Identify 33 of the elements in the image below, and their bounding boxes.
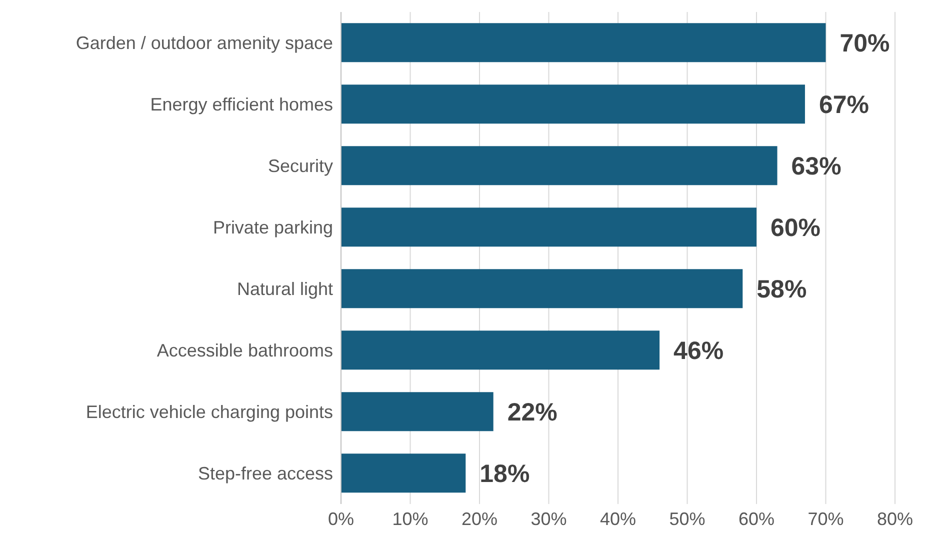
y-tick-label: Electric vehicle charging points (86, 402, 333, 422)
x-tick-label: 80% (876, 508, 914, 529)
x-tick-label: 30% (530, 508, 567, 529)
y-tick-label: Accessible bathrooms (156, 340, 333, 361)
bar (341, 392, 494, 432)
y-tick-label: Private parking (212, 218, 333, 238)
bar (341, 84, 805, 124)
x-tick-label: 20% (461, 508, 498, 529)
x-tick-label: 70% (808, 508, 844, 529)
data-label: 58% (756, 275, 807, 304)
bar (341, 208, 756, 247)
bar (341, 454, 466, 493)
y-tick-label: Garden / outdoor amenity space (76, 33, 333, 54)
data-label: 18% (480, 460, 530, 488)
x-tick-label: 50% (669, 508, 706, 529)
data-label: 22% (507, 398, 558, 426)
x-tick-label: 10% (392, 508, 428, 529)
bar (341, 146, 778, 186)
y-tick-label: Step-free access (198, 464, 333, 484)
y-tick-label: Energy efficient homes (150, 94, 333, 115)
data-label: 70% (840, 29, 890, 58)
bar (341, 23, 826, 62)
data-label: 63% (791, 152, 842, 180)
y-tick-label: Security (268, 156, 333, 176)
data-label: 67% (818, 90, 870, 119)
x-tick-label: 40% (600, 508, 636, 529)
bar (341, 269, 743, 308)
x-tick-label: 0% (328, 508, 354, 529)
data-label: 60% (770, 214, 821, 242)
x-tick-label: 60% (738, 508, 775, 529)
y-tick-label: Natural light (236, 279, 333, 300)
bar (341, 330, 660, 370)
data-label: 46% (674, 336, 724, 365)
